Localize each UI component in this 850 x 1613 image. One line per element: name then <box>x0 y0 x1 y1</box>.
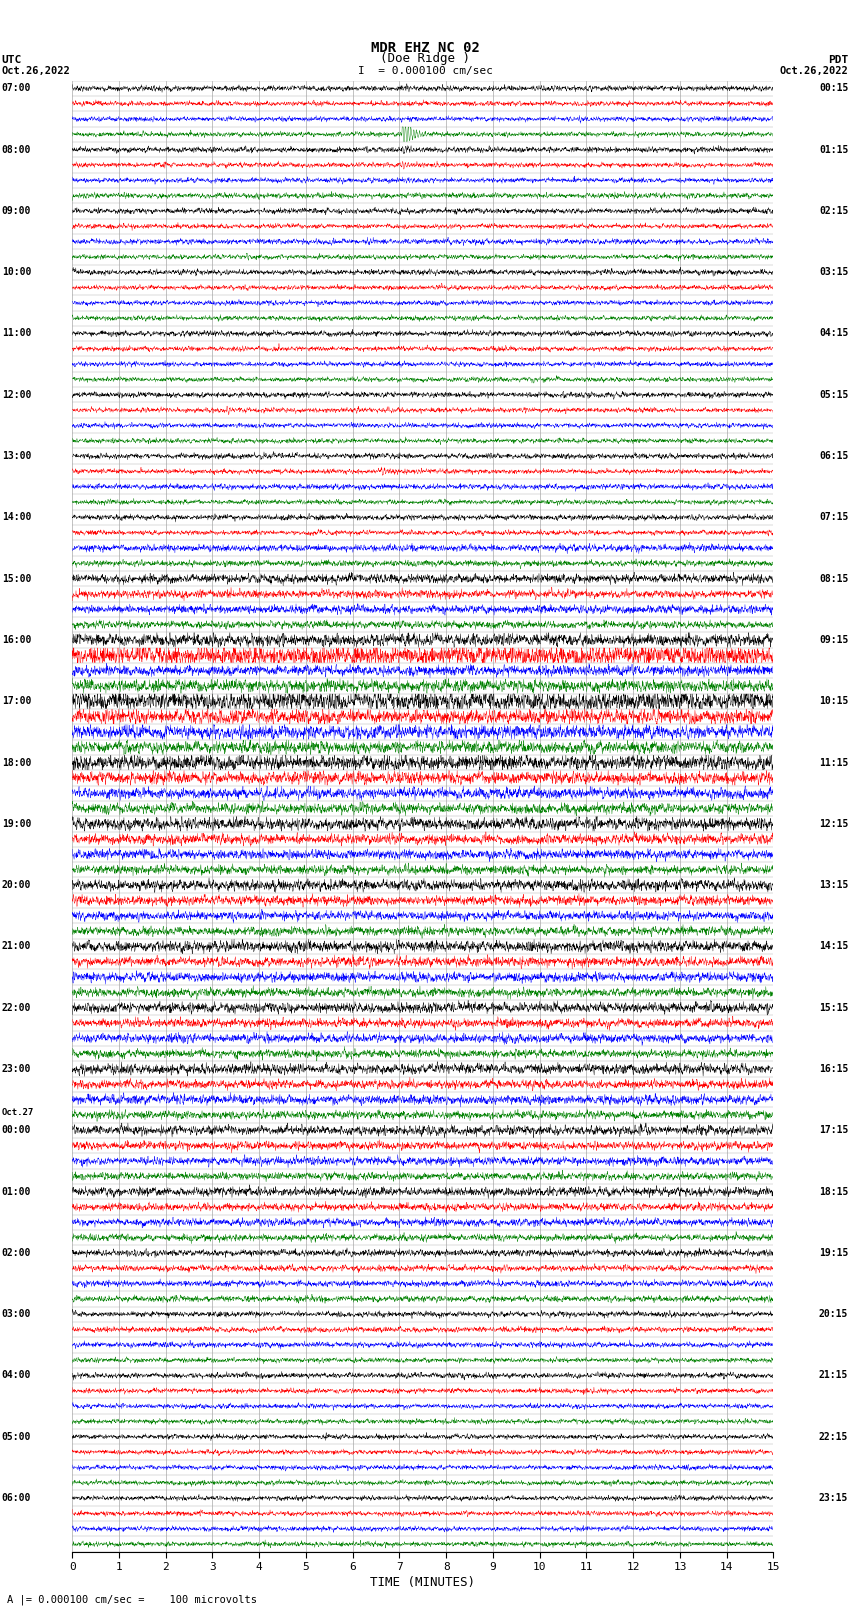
Text: 03:00: 03:00 <box>2 1310 31 1319</box>
Text: 21:00: 21:00 <box>2 942 31 952</box>
Text: A |= 0.000100 cm/sec =    100 microvolts: A |= 0.000100 cm/sec = 100 microvolts <box>7 1594 257 1605</box>
Text: Oct.27: Oct.27 <box>2 1108 34 1118</box>
Text: 02:15: 02:15 <box>819 206 848 216</box>
Text: 17:15: 17:15 <box>819 1126 848 1136</box>
Text: 18:15: 18:15 <box>819 1187 848 1197</box>
Text: 20:15: 20:15 <box>819 1310 848 1319</box>
Text: 10:00: 10:00 <box>2 268 31 277</box>
Text: 00:00: 00:00 <box>2 1126 31 1136</box>
Text: 15:15: 15:15 <box>819 1003 848 1013</box>
Text: 06:00: 06:00 <box>2 1494 31 1503</box>
Text: 20:00: 20:00 <box>2 881 31 890</box>
Text: 11:15: 11:15 <box>819 758 848 768</box>
Text: 10:15: 10:15 <box>819 697 848 706</box>
Text: 23:00: 23:00 <box>2 1065 31 1074</box>
Text: 08:15: 08:15 <box>819 574 848 584</box>
Text: 14:00: 14:00 <box>2 513 31 523</box>
Text: 15:00: 15:00 <box>2 574 31 584</box>
X-axis label: TIME (MINUTES): TIME (MINUTES) <box>371 1576 475 1589</box>
Text: 23:15: 23:15 <box>819 1494 848 1503</box>
Text: 04:15: 04:15 <box>819 329 848 339</box>
Text: 14:15: 14:15 <box>819 942 848 952</box>
Text: 02:00: 02:00 <box>2 1248 31 1258</box>
Text: UTC: UTC <box>2 55 22 65</box>
Text: 22:15: 22:15 <box>819 1432 848 1442</box>
Text: 07:00: 07:00 <box>2 84 31 94</box>
Text: 18:00: 18:00 <box>2 758 31 768</box>
Text: 21:15: 21:15 <box>819 1371 848 1381</box>
Text: 05:15: 05:15 <box>819 390 848 400</box>
Text: 17:00: 17:00 <box>2 697 31 706</box>
Text: 07:15: 07:15 <box>819 513 848 523</box>
Text: 01:00: 01:00 <box>2 1187 31 1197</box>
Text: 19:00: 19:00 <box>2 819 31 829</box>
Text: 09:15: 09:15 <box>819 636 848 645</box>
Text: 16:00: 16:00 <box>2 636 31 645</box>
Text: MDR EHZ NC 02: MDR EHZ NC 02 <box>371 40 479 55</box>
Text: 04:00: 04:00 <box>2 1371 31 1381</box>
Text: 05:00: 05:00 <box>2 1432 31 1442</box>
Text: Oct.26,2022: Oct.26,2022 <box>779 66 848 76</box>
Text: 16:15: 16:15 <box>819 1065 848 1074</box>
Text: 19:15: 19:15 <box>819 1248 848 1258</box>
Text: 12:00: 12:00 <box>2 390 31 400</box>
Text: (Doe Ridge ): (Doe Ridge ) <box>380 52 470 65</box>
Text: 06:15: 06:15 <box>819 452 848 461</box>
Text: 22:00: 22:00 <box>2 1003 31 1013</box>
Text: 08:00: 08:00 <box>2 145 31 155</box>
Text: I  = 0.000100 cm/sec: I = 0.000100 cm/sec <box>358 66 492 76</box>
Text: 03:15: 03:15 <box>819 268 848 277</box>
Text: 13:00: 13:00 <box>2 452 31 461</box>
Text: 01:15: 01:15 <box>819 145 848 155</box>
Text: PDT: PDT <box>828 55 848 65</box>
Text: 00:15: 00:15 <box>819 84 848 94</box>
Text: Oct.26,2022: Oct.26,2022 <box>2 66 71 76</box>
Text: 13:15: 13:15 <box>819 881 848 890</box>
Text: 11:00: 11:00 <box>2 329 31 339</box>
Text: 12:15: 12:15 <box>819 819 848 829</box>
Text: 09:00: 09:00 <box>2 206 31 216</box>
